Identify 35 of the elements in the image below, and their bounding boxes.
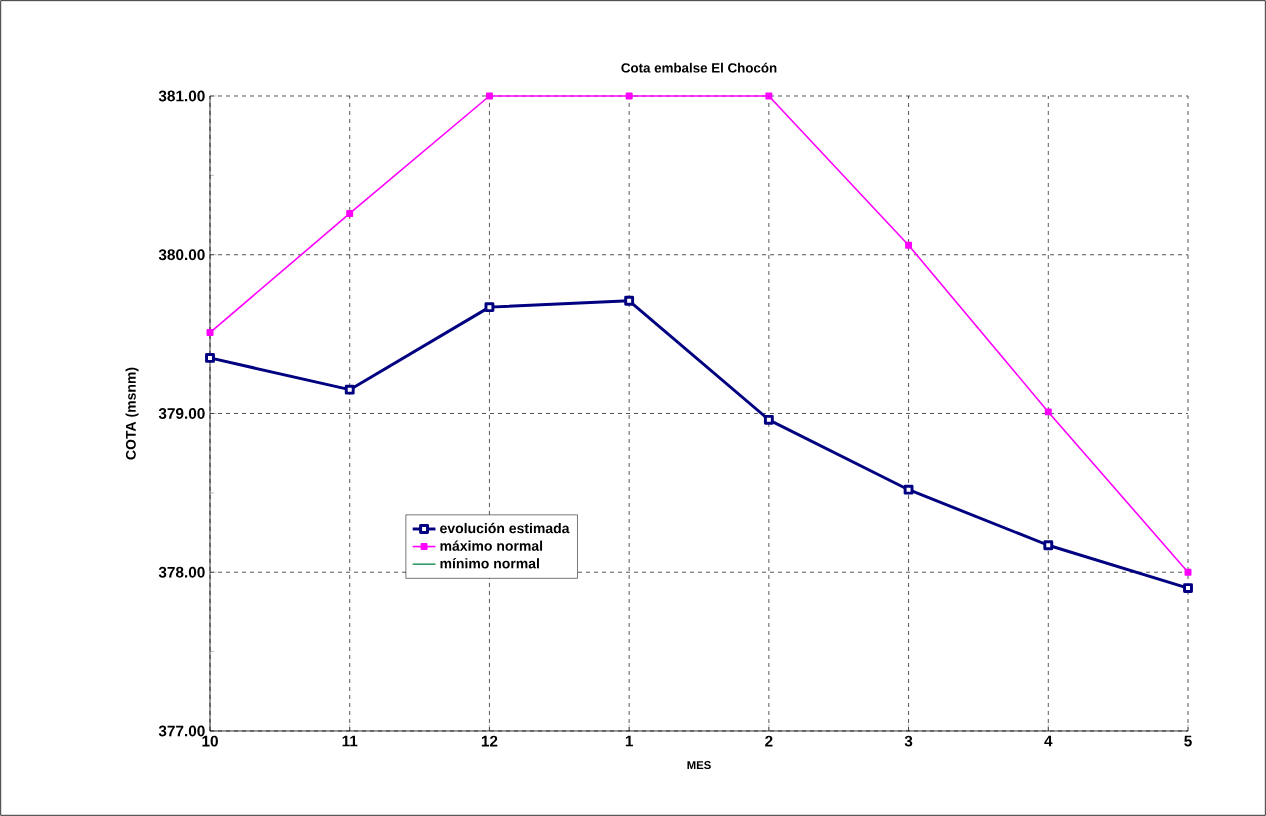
x-tick-label: 11 bbox=[342, 735, 358, 747]
x-tick-label: 4 bbox=[1044, 735, 1053, 747]
x-tick-label: 5 bbox=[1184, 735, 1192, 747]
point bbox=[205, 352, 215, 363]
point bbox=[903, 484, 914, 495]
point bbox=[1043, 540, 1054, 551]
x-tick-label: 3 bbox=[904, 735, 913, 747]
y-tick-label: 381.00 bbox=[158, 90, 205, 102]
point bbox=[206, 329, 214, 336]
point bbox=[625, 92, 633, 100]
point bbox=[763, 414, 774, 425]
point bbox=[1183, 583, 1193, 594]
point bbox=[344, 384, 355, 395]
point bbox=[485, 92, 493, 100]
point bbox=[346, 210, 354, 217]
x-tick-label: 1 bbox=[625, 735, 633, 747]
y-tick-label: 380.00 bbox=[158, 249, 205, 261]
x-axis-title: MES bbox=[687, 761, 711, 770]
y-tick-label: 378.00 bbox=[158, 566, 205, 578]
chart-title: Cota embalse El Chocón bbox=[621, 62, 777, 73]
point bbox=[624, 295, 635, 306]
legend-label: mínimo normal bbox=[440, 558, 539, 569]
legend-label: evolución estimada bbox=[440, 522, 570, 534]
legend-label: máximo normal bbox=[440, 540, 543, 551]
y-tick-label: 377.00 bbox=[158, 725, 205, 737]
point bbox=[905, 241, 913, 249]
point bbox=[1184, 568, 1192, 576]
x-tick-label: 10 bbox=[202, 735, 218, 747]
point bbox=[765, 92, 773, 100]
point bbox=[1044, 408, 1052, 416]
point bbox=[484, 302, 495, 313]
y-tick-label: 379.00 bbox=[158, 408, 205, 419]
x-tick-label: 12 bbox=[481, 735, 498, 747]
x-tick-label: 2 bbox=[765, 735, 773, 747]
y-axis-title: COTA (msnm) bbox=[125, 367, 139, 460]
